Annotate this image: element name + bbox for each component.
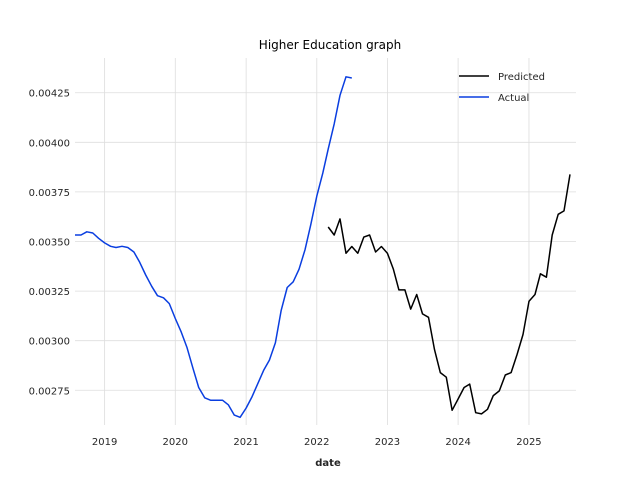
series-line-actual [75,76,352,419]
series-lines [75,76,571,419]
y-tick-label: 0.00300 [29,337,70,348]
chart-title: Higher Education graph [259,38,401,52]
y-tick-label: 0.00400 [29,138,70,149]
legend: Predicted Actual [459,72,545,104]
x-tick-label: 2024 [445,437,470,448]
y-tick-label: 0.00425 [29,89,70,100]
grid [75,58,576,425]
x-tick-label: 2022 [304,437,329,448]
series-line-predicted [327,174,571,415]
x-tick-label: 2025 [516,437,541,448]
x-tick-label: 2019 [92,437,117,448]
y-tick-label: 0.00350 [29,238,70,249]
legend-label-actual: Actual [498,93,529,104]
x-tick-label: 2021 [233,437,258,448]
tick-labels: 2019 2020 2021 2022 2023 2024 2025 0.00275 0.003… [29,89,542,448]
y-tick-label: 0.00375 [29,188,70,199]
x-tick-label: 2023 [375,437,400,448]
y-tick-label: 0.00325 [29,287,70,298]
legend-label-predicted: Predicted [498,72,545,83]
x-tick-label: 2020 [163,437,188,448]
x-axis-label: date [315,458,341,469]
y-tick-label: 0.00275 [29,386,70,397]
